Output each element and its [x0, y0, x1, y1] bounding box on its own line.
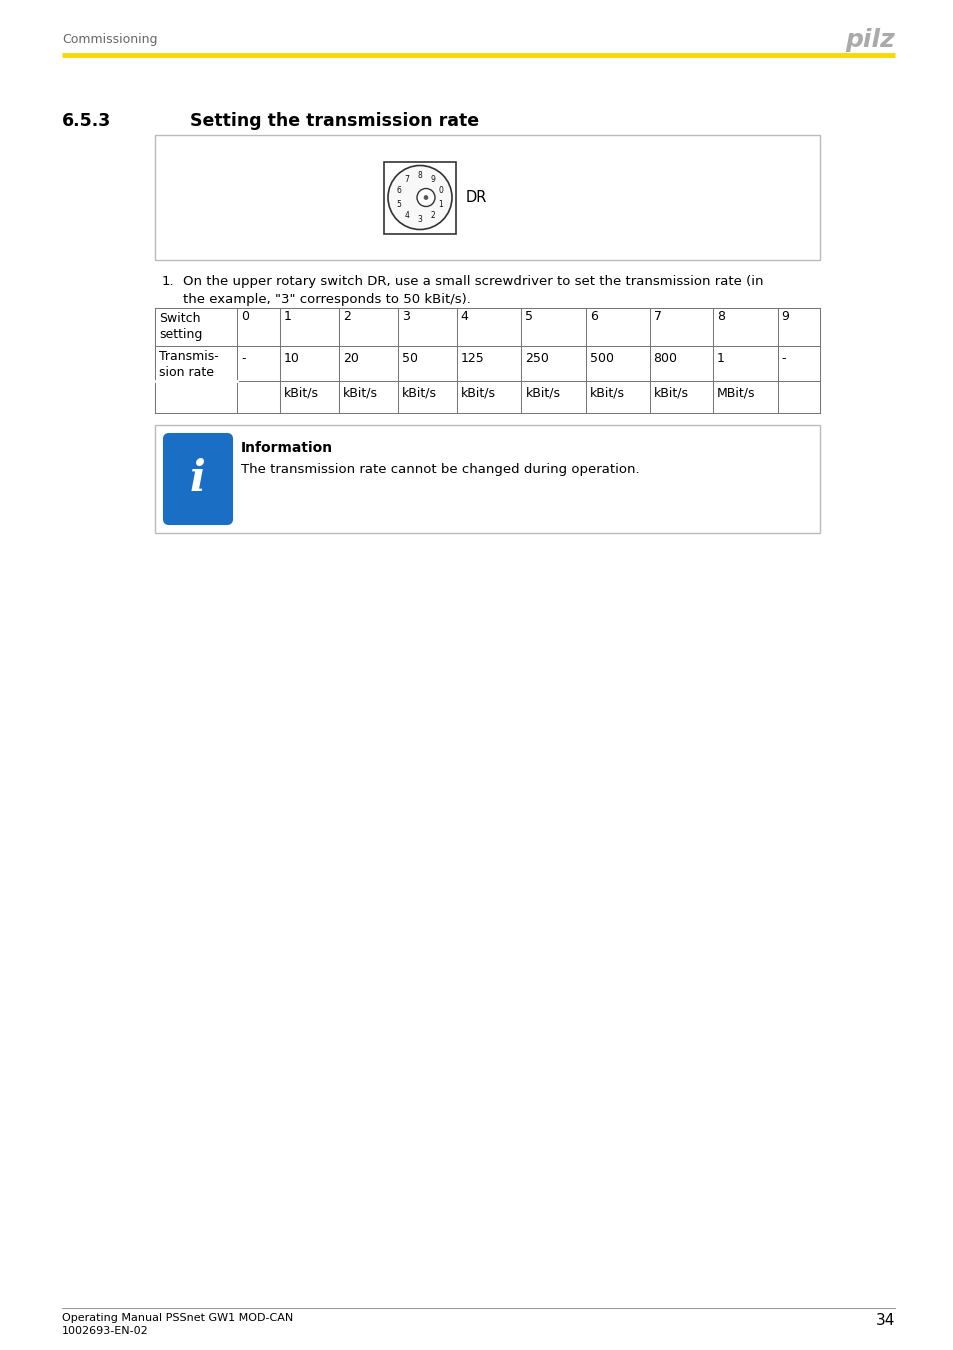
Text: -: - — [241, 352, 246, 365]
Text: 1.: 1. — [162, 275, 174, 288]
Text: 3: 3 — [417, 215, 422, 224]
Text: Operating Manual PSSnet GW1 MOD-CAN: Operating Manual PSSnet GW1 MOD-CAN — [62, 1314, 293, 1323]
Text: 7: 7 — [653, 310, 660, 323]
Text: 1: 1 — [438, 200, 443, 209]
Text: 20: 20 — [342, 352, 358, 365]
Text: 8: 8 — [417, 171, 422, 180]
Text: 6: 6 — [396, 186, 401, 196]
Text: Transmis-
sion rate: Transmis- sion rate — [159, 350, 218, 379]
Text: 9: 9 — [430, 176, 435, 184]
Bar — [384, 162, 456, 234]
Bar — [154, 425, 820, 533]
Text: 6.5.3: 6.5.3 — [62, 112, 112, 130]
Text: 4: 4 — [460, 310, 468, 323]
Bar — [154, 135, 820, 261]
Text: On the upper rotary switch DR, use a small screwdriver to set the transmission r: On the upper rotary switch DR, use a sma… — [183, 275, 762, 288]
Text: DR: DR — [465, 190, 487, 205]
Text: 50: 50 — [401, 352, 417, 365]
Text: 125: 125 — [460, 352, 484, 365]
Text: pilz: pilz — [844, 28, 894, 53]
Text: -: - — [781, 352, 785, 365]
Text: i: i — [190, 458, 206, 500]
Text: kBit/s: kBit/s — [401, 386, 436, 400]
Text: 2: 2 — [430, 211, 435, 220]
Text: kBit/s: kBit/s — [653, 386, 688, 400]
Circle shape — [388, 166, 452, 230]
Text: 34: 34 — [875, 1314, 894, 1328]
Text: Switch
setting: Switch setting — [159, 312, 202, 342]
Text: Setting the transmission rate: Setting the transmission rate — [190, 112, 478, 130]
Text: 1002693-EN-02: 1002693-EN-02 — [62, 1326, 149, 1336]
Text: 5: 5 — [396, 200, 401, 209]
Text: 3: 3 — [401, 310, 409, 323]
Text: 1: 1 — [283, 310, 292, 323]
Text: 500: 500 — [590, 352, 614, 365]
Text: kBit/s: kBit/s — [525, 386, 559, 400]
Text: 4: 4 — [404, 211, 409, 220]
Text: The transmission rate cannot be changed during operation.: The transmission rate cannot be changed … — [241, 463, 639, 477]
Text: kBit/s: kBit/s — [460, 386, 496, 400]
FancyBboxPatch shape — [164, 433, 232, 524]
Text: MBit/s: MBit/s — [717, 386, 755, 400]
Text: 5: 5 — [525, 310, 533, 323]
Text: kBit/s: kBit/s — [283, 386, 318, 400]
Text: the example, "3" corresponds to 50 kBit/s).: the example, "3" corresponds to 50 kBit/… — [183, 293, 471, 306]
Text: 800: 800 — [653, 352, 677, 365]
Text: Information: Information — [241, 441, 333, 455]
Circle shape — [416, 189, 435, 207]
Text: 0: 0 — [241, 310, 249, 323]
Text: kBit/s: kBit/s — [342, 386, 377, 400]
Text: 6: 6 — [590, 310, 598, 323]
Text: 9: 9 — [781, 310, 789, 323]
Text: kBit/s: kBit/s — [590, 386, 624, 400]
Text: 8: 8 — [717, 310, 724, 323]
Text: Commissioning: Commissioning — [62, 34, 157, 46]
Text: 250: 250 — [525, 352, 549, 365]
Text: 2: 2 — [342, 310, 351, 323]
Text: 0: 0 — [438, 186, 443, 196]
Text: 1: 1 — [717, 352, 724, 365]
Text: 10: 10 — [283, 352, 299, 365]
Circle shape — [423, 196, 428, 200]
Text: 7: 7 — [404, 176, 409, 184]
